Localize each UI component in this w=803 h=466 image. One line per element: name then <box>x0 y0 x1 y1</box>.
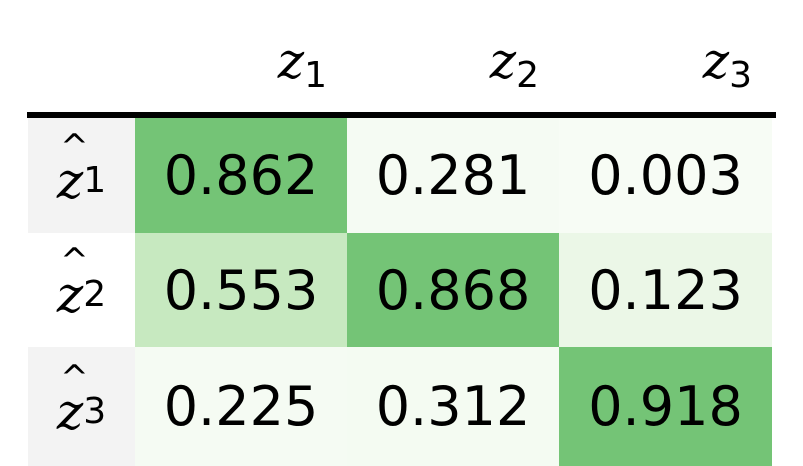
table-cell-r2-c3: 0.123 <box>559 233 772 347</box>
column-header-symbol: z <box>277 32 305 90</box>
row-header-symbol: ^ z <box>56 361 89 441</box>
column-header-subscript: 3 <box>729 55 752 96</box>
table-cell-r1-c2: 0.281 <box>347 118 559 233</box>
row-header-base: z <box>56 382 84 441</box>
column-header-1: z1 <box>135 30 327 94</box>
column-header-symbol: z <box>489 32 517 90</box>
row-header-1: ^ z 1 <box>28 118 135 233</box>
column-header-symbol: z <box>702 32 730 90</box>
table-cell-r2-c1: 0.553 <box>135 233 347 347</box>
row-header-symbol: ^ z <box>56 244 89 324</box>
hat-accent: ^ <box>60 241 89 281</box>
column-header-3: z3 <box>559 30 752 94</box>
row-header-symbol: ^ z <box>56 130 89 210</box>
header-rule <box>27 112 776 118</box>
row-header-2: ^ z 2 <box>28 233 135 347</box>
hat-accent: ^ <box>60 357 89 398</box>
table-cell-r3-c3: 0.918 <box>559 347 772 466</box>
table-cell-r1-c3: 0.003 <box>559 118 772 233</box>
table-cell-r1-c1: 0.862 <box>135 118 347 233</box>
column-header-2: z2 <box>347 30 539 94</box>
column-header-subscript: 1 <box>304 55 327 96</box>
row-header-base: z <box>56 151 84 210</box>
table-cell-r3-c1: 0.225 <box>135 347 347 466</box>
column-header-subscript: 2 <box>516 55 539 96</box>
hat-accent: ^ <box>60 126 89 167</box>
table-cell-r3-c2: 0.312 <box>347 347 559 466</box>
table-cell-r2-c2: 0.868 <box>347 233 559 347</box>
row-header-3: ^ z 3 <box>28 347 135 466</box>
row-header-base: z <box>56 266 84 324</box>
